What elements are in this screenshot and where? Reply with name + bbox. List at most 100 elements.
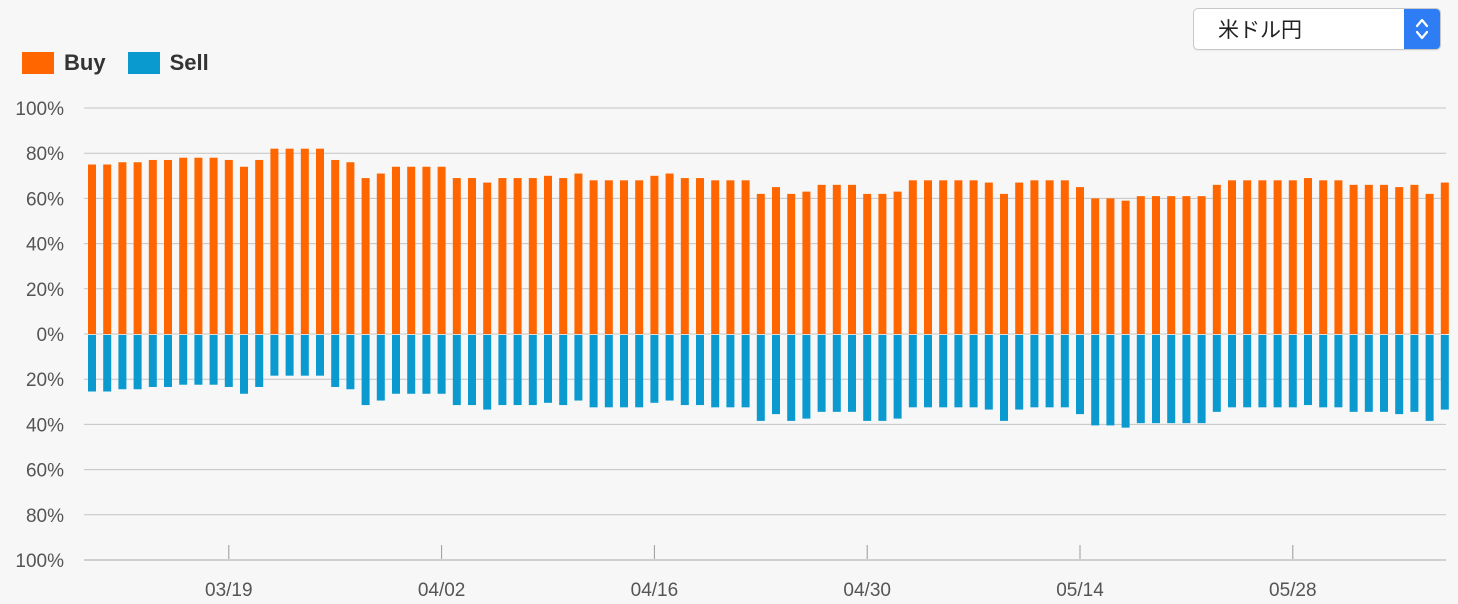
buy-bar xyxy=(954,180,963,334)
sell-bar xyxy=(954,335,963,408)
sell-bar xyxy=(848,335,856,412)
y-tick-label: 20% xyxy=(26,280,64,301)
sell-bar xyxy=(893,335,902,419)
buy-bar xyxy=(1349,184,1358,334)
sell-bar xyxy=(118,335,127,390)
buy-bar xyxy=(1334,180,1343,334)
buy-bar xyxy=(1045,180,1054,334)
sell-bar xyxy=(316,335,324,376)
buy-bar xyxy=(635,180,644,334)
buy-bar xyxy=(513,178,522,334)
buy-bar xyxy=(133,162,142,334)
sell-bar xyxy=(574,335,583,401)
buy-bar xyxy=(422,166,431,334)
buy-bar xyxy=(1304,178,1312,334)
sell-bar xyxy=(392,335,400,394)
buy-bar xyxy=(528,178,537,334)
sell-bar xyxy=(1319,335,1328,408)
sell-bar xyxy=(331,335,340,387)
sell-bar xyxy=(741,335,750,408)
sell-bar xyxy=(1152,335,1160,424)
buy-bar xyxy=(650,175,659,334)
sell-bar xyxy=(1425,335,1434,421)
sell-bar xyxy=(863,335,872,421)
buy-bar xyxy=(346,162,355,334)
legend-item-buy[interactable]: Buy xyxy=(22,50,106,76)
buy-bar xyxy=(194,157,203,334)
legend-item-sell[interactable]: Sell xyxy=(127,50,209,76)
buy-bar xyxy=(939,180,948,334)
buy-bar xyxy=(331,159,340,334)
currency-pair-select[interactable]: 米ドル円 xyxy=(1193,8,1441,50)
sell-bar xyxy=(1395,335,1404,415)
buy-bar xyxy=(376,173,385,334)
sell-bar xyxy=(224,335,233,387)
sell-bar xyxy=(1121,335,1130,428)
buy-bar xyxy=(498,178,507,334)
buy-bar xyxy=(255,159,264,334)
buy-bar xyxy=(1258,180,1267,334)
sell-bar xyxy=(665,335,674,401)
x-tick-label: 04/02 xyxy=(418,580,466,601)
sell-bar xyxy=(756,335,765,421)
buy-bar xyxy=(209,157,218,334)
sell-bar xyxy=(1167,335,1176,424)
legend-label-sell: Sell xyxy=(169,50,209,75)
buy-bar xyxy=(1091,198,1100,334)
buy-bar xyxy=(1060,180,1069,334)
buy-bar xyxy=(893,191,902,334)
x-tick-label: 03/19 xyxy=(205,580,253,601)
y-tick-label: 60% xyxy=(26,461,64,482)
buy-bar xyxy=(1395,187,1404,334)
buy-bar xyxy=(848,184,856,334)
buy-bar xyxy=(574,173,583,334)
sell-bar xyxy=(270,335,279,376)
sell-bar xyxy=(133,335,142,390)
sell-bar xyxy=(939,335,948,408)
buy-bar xyxy=(696,178,704,334)
buy-bar xyxy=(802,191,811,334)
sell-bar xyxy=(346,335,355,390)
sell-bar xyxy=(559,335,568,406)
sell-bar xyxy=(635,335,644,408)
y-tick-label: 60% xyxy=(26,189,64,210)
buy-bar xyxy=(1167,196,1176,334)
y-tick-label: 100% xyxy=(15,99,64,120)
sell-bar xyxy=(194,335,203,385)
x-tick-label: 04/16 xyxy=(631,580,679,601)
legend-label-buy: Buy xyxy=(64,50,106,75)
sell-bar xyxy=(452,335,461,406)
y-tick-label: 80% xyxy=(26,144,64,165)
sell-bar xyxy=(209,335,218,385)
sell-bar xyxy=(680,335,689,406)
sell-bar xyxy=(285,335,294,376)
buy-bar xyxy=(726,180,735,334)
buy-bar xyxy=(1243,180,1252,334)
buy-bar xyxy=(787,193,796,334)
buy-bar xyxy=(1030,180,1039,334)
buy-bar xyxy=(863,193,872,334)
sell-bar xyxy=(1288,335,1297,408)
sell-bar xyxy=(361,335,370,406)
sell-bar xyxy=(1273,335,1282,408)
sell-bar xyxy=(1410,335,1419,412)
sell-bar xyxy=(1349,335,1358,412)
y-tick-label: 20% xyxy=(26,370,64,391)
buy-bar xyxy=(817,184,826,334)
buy-bar xyxy=(878,193,887,334)
buy-bar xyxy=(1197,196,1206,334)
sell-bar xyxy=(1000,335,1008,421)
buy-bar xyxy=(452,178,461,334)
sell-bar xyxy=(1060,335,1069,408)
select-updown-chevron-icon[interactable] xyxy=(1404,9,1440,49)
buy-bar xyxy=(179,157,188,334)
buy-bar xyxy=(270,148,279,334)
buy-bar xyxy=(1182,196,1191,334)
buy-bar xyxy=(924,180,932,334)
buy-bar xyxy=(103,164,112,334)
sell-bar xyxy=(726,335,735,408)
buy-bar xyxy=(224,159,233,334)
sell-bar xyxy=(802,335,811,419)
buy-bar xyxy=(1364,184,1373,334)
